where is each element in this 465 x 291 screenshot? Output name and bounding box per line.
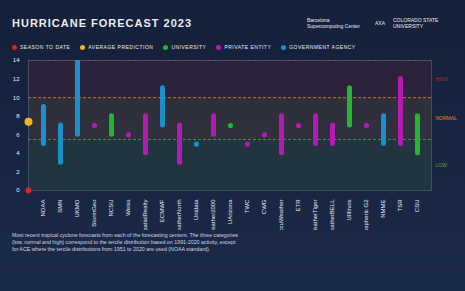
svg-text:2: 2	[16, 169, 20, 175]
svg-text:NORMAL: NORMAL	[436, 115, 458, 121]
html-text:AVERAGE PREDICTION: AVERAGE PREDICTION	[88, 44, 154, 50]
svg-text:AccuWeather: AccuWeather	[278, 199, 284, 230]
svg-text:HIGH: HIGH	[436, 76, 449, 82]
svg-text:NOAA: NOAA	[40, 200, 46, 217]
html-text:Most recent tropical cyclone f: Most recent tropical cyclone forecasts f…	[12, 232, 238, 252]
svg-text:Atmospheric G2: Atmospheric G2	[363, 199, 369, 230]
html-text:AXA: AXA	[375, 20, 385, 26]
svg-text:4: 4	[16, 150, 20, 156]
svg-text:UIllinois: UIllinois	[346, 200, 352, 221]
html-text:GOVERNMENT AGENCY: GOVERNMENT AGENCY	[289, 44, 356, 50]
svg-text:SMN: SMN	[57, 200, 63, 213]
svg-text:UArizona: UArizona	[227, 199, 233, 224]
svg-text:6: 6	[16, 132, 20, 138]
svg-text:12: 12	[13, 76, 20, 82]
svg-text:8: 8	[16, 113, 20, 119]
html-text:UNIVERSITY: UNIVERSITY	[171, 44, 207, 50]
svg-text:NCSU: NCSU	[108, 200, 114, 217]
svg-text:ETR: ETR	[295, 199, 301, 212]
svg-text:WeatherTiger: WeatherTiger	[312, 199, 318, 230]
svg-text:Unidata: Unidata	[193, 199, 199, 220]
svg-text:StormGeo: StormGeo	[91, 199, 97, 227]
svg-text:0: 0	[16, 187, 20, 193]
html-text:Barcelona Supercomputing Cente: Barcelona Supercomputing Center	[307, 17, 360, 29]
svg-text:CWG: CWG	[261, 199, 267, 214]
svg-text:TWC: TWC	[244, 199, 250, 213]
svg-text:LOW: LOW	[436, 162, 448, 168]
svg-text:UKMO: UKMO	[74, 199, 80, 217]
svg-text:TSR: TSR	[397, 199, 403, 212]
svg-text:ECMWF: ECMWF	[159, 199, 165, 222]
svg-text:SpatialRealty: SpatialRealty	[142, 200, 148, 231]
html-text:PRIVATE ENTITY: PRIVATE ENTITY	[224, 44, 272, 50]
svg-text:CSU: CSU	[414, 200, 420, 213]
svg-text:14: 14	[13, 57, 20, 63]
svg-text:Weather2000: Weather2000	[210, 199, 216, 230]
html-text:SEASON TO DATE: SEASON TO DATE	[20, 44, 71, 50]
svg-text:Weiss: Weiss	[125, 200, 131, 216]
svg-text:WeatherNorth: WeatherNorth	[176, 200, 182, 231]
svg-text:WeatherBELL: WeatherBELL	[329, 199, 335, 230]
svg-text:10: 10	[13, 95, 20, 101]
html-text:HURRICANE FORECAST 2023: HURRICANE FORECAST 2023	[12, 17, 193, 29]
svg-text:NMME: NMME	[380, 200, 386, 218]
html-text:COLORADO STATE UNIVERSITY: COLORADO STATE UNIVERSITY	[393, 17, 439, 29]
